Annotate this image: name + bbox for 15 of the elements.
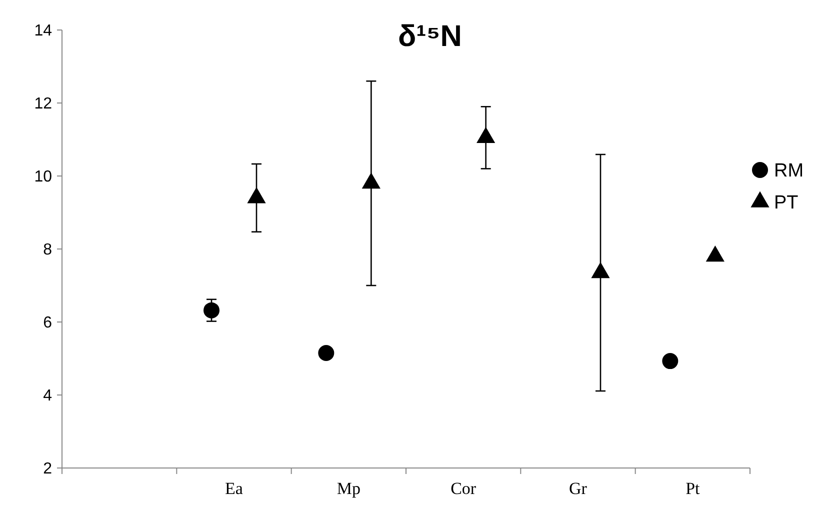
y-tick-label: 8 (43, 242, 52, 259)
x-tick-label: Cor (450, 479, 476, 498)
x-tick-label: Gr (569, 479, 588, 498)
chart-title: δ¹⁵N (398, 20, 462, 53)
y-tick-label: 10 (34, 168, 52, 186)
legend-label: RM (774, 160, 804, 182)
y-tick-label: 6 (43, 314, 52, 332)
x-tick-label: Pt (686, 479, 700, 498)
y-tick-label: 14 (34, 22, 52, 40)
y-tick-label: 12 (34, 96, 52, 113)
y-tick-label: 2 (43, 460, 52, 478)
x-tick-label: Ea (225, 479, 244, 498)
legend-label: PT (774, 192, 799, 214)
x-tick-label: Mp (336, 479, 360, 498)
y-tick-label: 4 (43, 388, 52, 405)
